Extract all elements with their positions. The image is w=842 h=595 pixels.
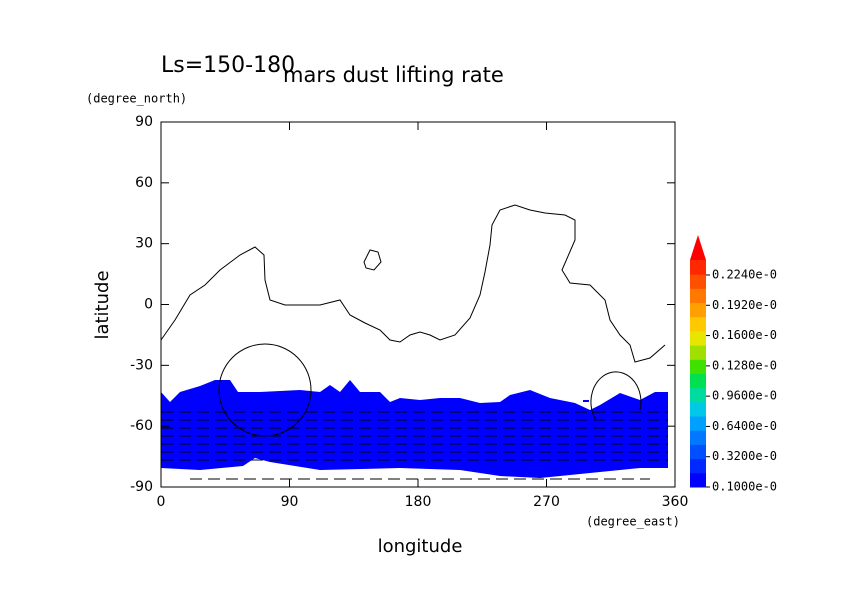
- colorbar-label: 0.1280e-0: [712, 358, 777, 372]
- y-tick-label: -30: [130, 357, 153, 373]
- x-unit: (degree_east): [586, 515, 680, 529]
- colorbar-cell: [690, 288, 706, 304]
- colorbar-cell: [690, 316, 706, 332]
- chart-subtitle: Ls=150-180: [161, 53, 295, 78]
- chart-title: mars dust lifting rate: [283, 63, 504, 87]
- colorbar-cell: [690, 430, 706, 445]
- colorbar-cell: [690, 416, 706, 431]
- x-tick-label: 180: [405, 494, 432, 510]
- colorbar-label: 0.3200e-0: [712, 449, 777, 463]
- colorbar-cell: [690, 444, 706, 460]
- colorbar-label: 0.6400e-0: [712, 419, 777, 433]
- y-tick-label: 30: [135, 236, 153, 252]
- colorbar-cell: [690, 373, 706, 389]
- filled-region: [161, 380, 668, 478]
- y-axis-label: latitude: [92, 270, 113, 339]
- y-tick-label: -60: [130, 418, 153, 434]
- colorbar-cell: [690, 274, 706, 289]
- colorbar-extend: [690, 235, 706, 260]
- x-tick-label: 270: [533, 494, 560, 510]
- x-axis-label: longitude: [378, 536, 463, 557]
- colorbar-label: 0.1000e-0: [712, 480, 777, 494]
- colorbar-cell: [690, 330, 706, 346]
- colorbar-cell: [690, 401, 706, 417]
- y-tick-label: 90: [135, 114, 153, 130]
- colorbar-cell: [690, 387, 706, 403]
- x-tick-label: 90: [281, 494, 299, 510]
- colorbar-cell: [690, 260, 706, 275]
- colorbar-cell: [690, 359, 706, 374]
- colorbar-cell: [690, 302, 706, 318]
- filled-region: [583, 400, 589, 402]
- colorbar-label: 0.2240e-0: [712, 268, 777, 282]
- y-unit: (degree_north): [86, 92, 187, 106]
- colorbar-label: 0.9600e-0: [712, 389, 777, 403]
- contour-line: [160, 204, 666, 437]
- y-tick-label: 0: [144, 297, 153, 313]
- y-tick-label: -90: [130, 479, 153, 495]
- x-tick-label: 0: [157, 494, 166, 510]
- contour-dashed: [161, 411, 668, 480]
- colorbar-label: 0.1600e-0: [712, 328, 777, 342]
- colorbar-cell: [690, 345, 706, 360]
- field: [160, 204, 668, 480]
- colorbar-cell: [690, 458, 706, 474]
- colorbar-cell: [690, 472, 706, 488]
- y-tick-label: 60: [135, 175, 153, 191]
- colorbar-label: 0.1920e-0: [712, 298, 777, 312]
- x-tick-label: 360: [662, 494, 689, 510]
